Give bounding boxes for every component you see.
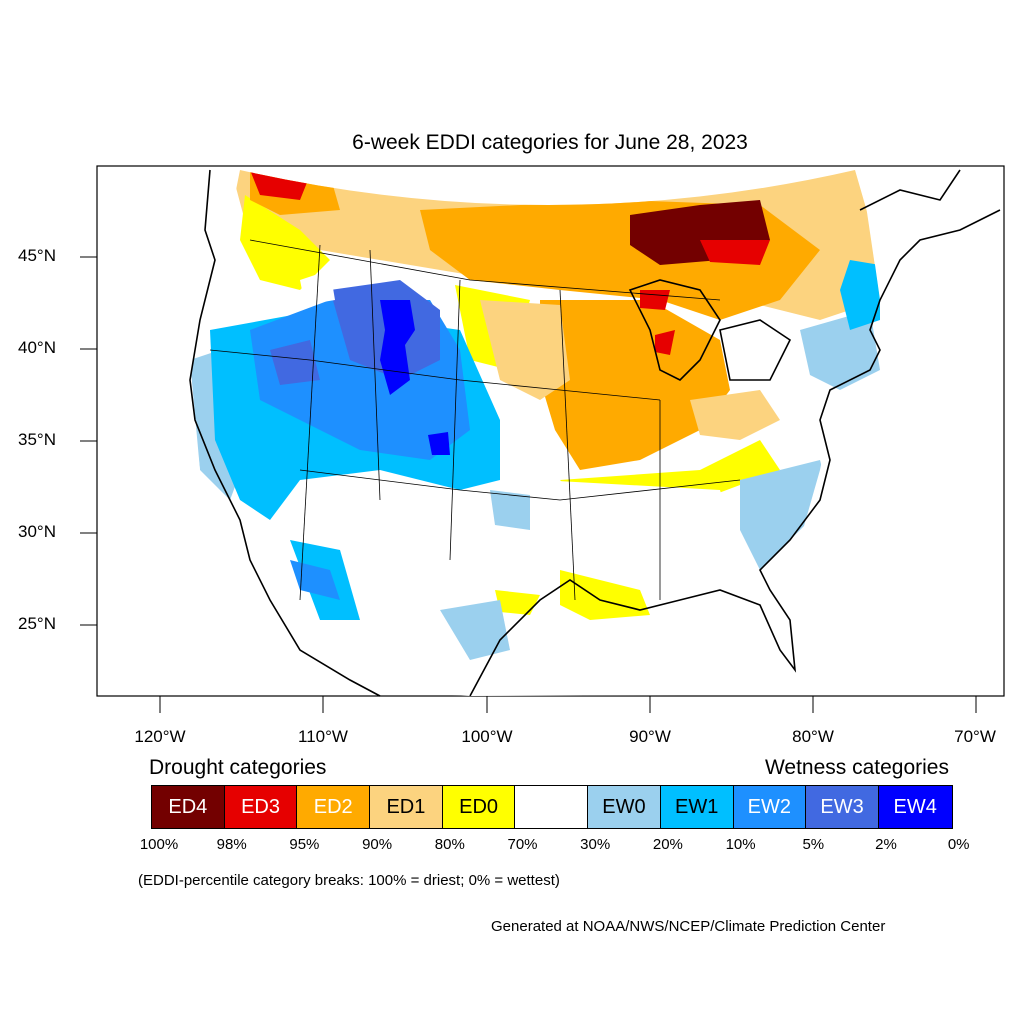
map-title: 6-week EDDI categories for June 28, 2023 xyxy=(352,131,748,154)
lat-label: 40°N xyxy=(18,338,56,357)
neutral-region xyxy=(360,510,460,600)
percentile-label: 100% xyxy=(139,836,179,853)
ed2-region xyxy=(540,300,730,470)
percentile-label: 90% xyxy=(362,836,393,853)
legend-box: EW0 xyxy=(588,786,661,828)
ed3-region xyxy=(640,290,670,310)
percentile-label: 0% xyxy=(947,836,970,853)
ew1-region xyxy=(840,260,880,330)
lon-label: 90°W xyxy=(629,727,671,746)
percentile-label: 30% xyxy=(580,836,611,853)
legend-box: ED2 xyxy=(297,786,371,828)
credit-text: Generated at NOAA/NWS/NCEP/Climate Predi… xyxy=(491,918,886,935)
ew0-region xyxy=(800,310,880,390)
ew4-region xyxy=(428,432,450,455)
percentile-label: 70% xyxy=(507,836,538,853)
legend-box: ED1 xyxy=(370,786,443,828)
legend-box: EW3 xyxy=(806,786,879,828)
legend-box: EW2 xyxy=(733,786,807,828)
percentile-label: 10% xyxy=(725,836,756,853)
lon-label: 100°W xyxy=(461,727,513,746)
percentile-label: 95% xyxy=(289,836,320,853)
ew0-region xyxy=(490,490,530,530)
percentile-label: 2% xyxy=(875,836,897,853)
ew4-region xyxy=(380,300,415,395)
percentile-label: 80% xyxy=(434,836,465,853)
ed1-region xyxy=(480,300,570,400)
percentile-label: 98% xyxy=(216,836,247,853)
percentile-label: 20% xyxy=(652,836,683,853)
ew3-region xyxy=(270,340,320,385)
legend-box: ED4 xyxy=(152,786,225,828)
lat-label: 45°N xyxy=(18,246,56,265)
legend-box: EW4 xyxy=(878,786,952,828)
eddi-field xyxy=(190,170,880,696)
legend-colorbar: ED4 ED3 ED2 ED1 ED0 EW0 EW1 EW2 EW3 EW4 xyxy=(151,785,953,829)
wetness-heading: Wetness categories xyxy=(764,756,949,779)
lat-label: 30°N xyxy=(18,522,56,541)
ew0-region xyxy=(740,460,830,570)
ew2-region xyxy=(290,560,340,600)
ed3-region xyxy=(700,240,770,265)
lat-label: 25°N xyxy=(18,614,56,633)
lon-label: 80°W xyxy=(792,727,834,746)
coastlines xyxy=(189,169,1001,697)
neutral-region xyxy=(540,480,740,590)
ed0-region xyxy=(495,590,540,615)
lon-label: 70°W xyxy=(954,727,996,746)
category-note: (EDDI-percentile category breaks: 100% =… xyxy=(138,872,560,889)
ew0-region xyxy=(440,600,510,660)
lon-label: 120°W xyxy=(134,727,186,746)
drought-heading: Drought categories xyxy=(149,756,327,779)
legend-box: ED3 xyxy=(224,786,298,828)
legend-box: EW1 xyxy=(660,786,734,828)
axis-ticks xyxy=(80,256,977,713)
lon-label: 110°W xyxy=(298,727,348,746)
ed1-region xyxy=(690,390,780,440)
legend-box: ED0 xyxy=(442,786,516,828)
ed0-region xyxy=(240,195,330,290)
lat-label: 35°N xyxy=(18,430,56,449)
state-borders xyxy=(209,239,741,601)
legend-box xyxy=(515,786,589,828)
ed3-region xyxy=(655,330,675,355)
percentile-label: 5% xyxy=(802,836,825,853)
